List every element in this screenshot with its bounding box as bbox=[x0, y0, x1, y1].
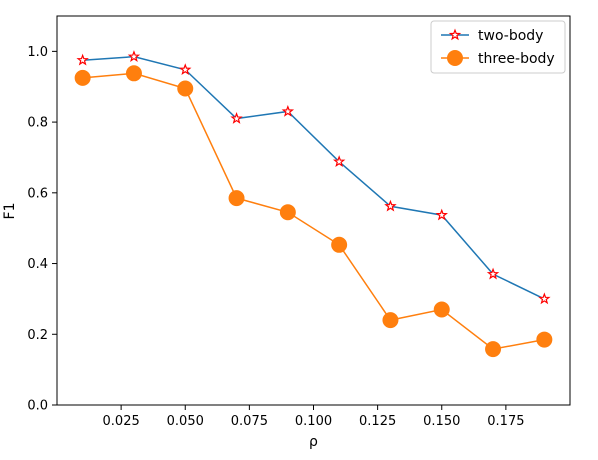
series-line-three-body bbox=[82, 72, 545, 350]
y-tick-label: 0.8 bbox=[27, 116, 48, 131]
y-axis: 0.0 0.2 0.4 0.6 0.8 1.0 bbox=[27, 45, 57, 414]
legend: two-body three-body bbox=[430, 20, 566, 74]
y-tick-label: 0.2 bbox=[27, 328, 48, 343]
data-point-two-body bbox=[281, 104, 295, 117]
y-tick-label: 0.6 bbox=[27, 186, 48, 201]
x-axis-label: ρ bbox=[309, 434, 318, 450]
data-point-three-body bbox=[382, 312, 399, 329]
y-tick-label: 0.0 bbox=[27, 399, 48, 414]
x-axis: 0.025 0.050 0.075 0.100 0.125 0.150 0.175 bbox=[103, 405, 524, 429]
data-point-two-body bbox=[486, 267, 500, 280]
data-point-three-body bbox=[74, 69, 91, 86]
data-point-two-body bbox=[76, 53, 89, 66]
y-axis-label: F1 bbox=[2, 203, 18, 220]
x-tick-label: 0.050 bbox=[167, 414, 204, 429]
legend-label-three-body: three-body bbox=[478, 51, 555, 67]
data-point-two-body bbox=[435, 208, 448, 221]
x-tick-label: 0.150 bbox=[423, 414, 460, 429]
x-tick-label: 0.175 bbox=[487, 414, 524, 429]
series-line-two-body bbox=[82, 55, 545, 300]
legend-label-two-body: two-body bbox=[478, 28, 543, 44]
x-tick-label: 0.025 bbox=[103, 414, 140, 429]
data-point-three-body bbox=[279, 204, 296, 221]
data-point-two-body bbox=[230, 112, 243, 124]
data-point-three-body bbox=[331, 236, 348, 253]
data-point-three-body bbox=[228, 190, 245, 207]
data-point-two-body bbox=[384, 199, 397, 212]
series-layer bbox=[74, 50, 553, 358]
data-point-three-body bbox=[433, 301, 450, 318]
legend-marker-two-body bbox=[448, 28, 462, 41]
data-point-three-body bbox=[177, 80, 194, 97]
data-point-three-body bbox=[125, 65, 142, 82]
data-point-three-body bbox=[485, 341, 502, 358]
data-point-two-body bbox=[538, 292, 551, 305]
y-tick-label: 1.0 bbox=[27, 45, 48, 60]
data-point-two-body bbox=[179, 63, 192, 76]
y-tick-label: 0.4 bbox=[27, 257, 48, 272]
x-tick-label: 0.075 bbox=[231, 414, 268, 429]
data-point-two-body bbox=[127, 50, 141, 62]
legend-marker-three-body bbox=[447, 50, 463, 66]
legend-box bbox=[430, 20, 566, 74]
x-tick-label: 0.100 bbox=[295, 414, 332, 429]
data-point-two-body bbox=[332, 155, 346, 167]
x-tick-label: 0.125 bbox=[359, 414, 396, 429]
data-point-three-body bbox=[536, 331, 553, 348]
